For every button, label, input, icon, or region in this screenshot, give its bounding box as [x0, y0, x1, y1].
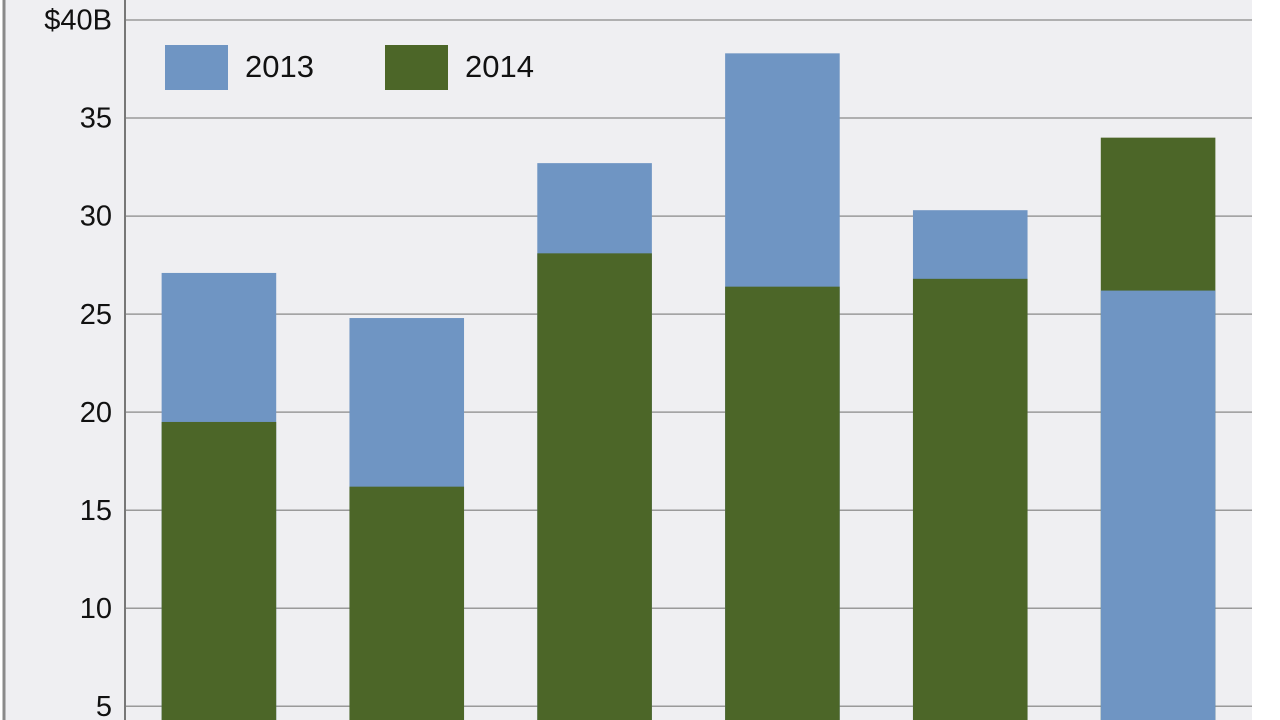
y-tick-label: 25 — [80, 299, 112, 331]
bar — [349, 486, 465, 720]
legend-swatch — [385, 45, 448, 90]
y-tick-label: 30 — [80, 201, 112, 233]
legend-swatch — [165, 45, 228, 90]
y-tick-label: 15 — [80, 495, 112, 527]
bar — [912, 278, 1028, 720]
y-tick-label: 35 — [80, 103, 112, 135]
legend-label: 2014 — [465, 49, 534, 84]
y-tick-label: $40B — [44, 5, 112, 37]
legend-label: 2013 — [245, 49, 314, 84]
bar — [161, 421, 277, 720]
y-tick-label: 20 — [80, 397, 112, 429]
bar — [1100, 290, 1216, 720]
bar — [537, 253, 652, 720]
y-tick-label: 10 — [80, 593, 112, 625]
y-tick-label: 5 — [96, 691, 112, 720]
bar — [725, 286, 840, 720]
